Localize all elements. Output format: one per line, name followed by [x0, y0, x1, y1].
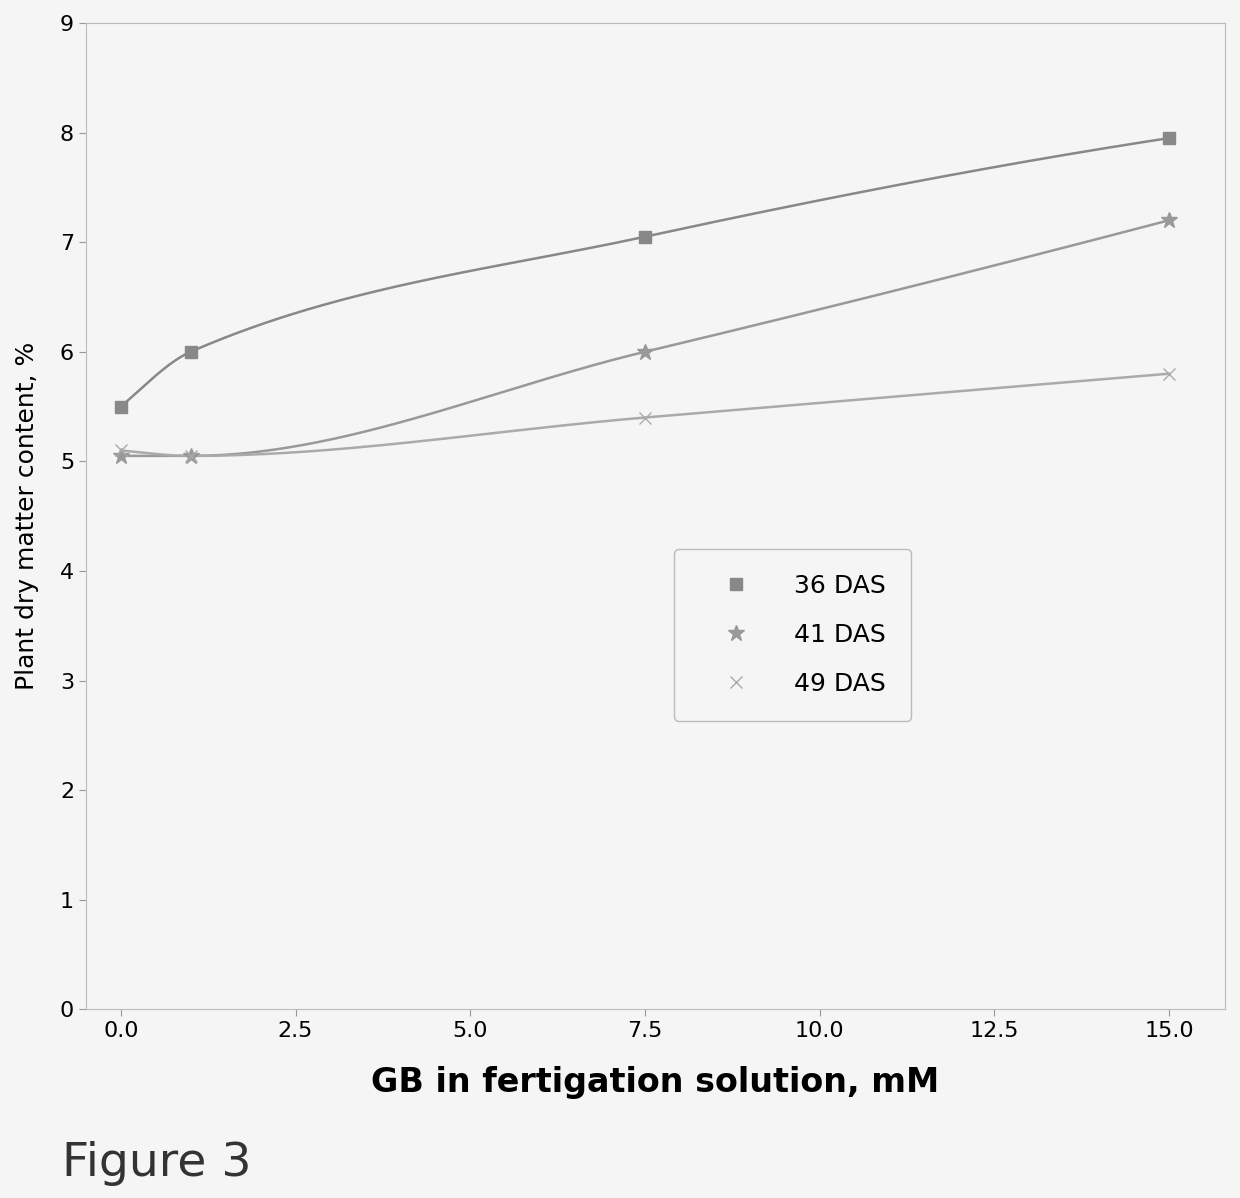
X-axis label: GB in fertigation solution, mM: GB in fertigation solution, mM [371, 1066, 940, 1099]
36 DAS [637, 230, 652, 244]
41 DAS [1162, 213, 1177, 228]
Y-axis label: Plant dry matter content, %: Plant dry matter content, % [15, 343, 38, 690]
49 DAS [1162, 367, 1177, 381]
41 DAS [184, 449, 198, 464]
Line: 49 DAS: 49 DAS [114, 368, 1176, 462]
36 DAS [184, 345, 198, 359]
Line: 36 DAS: 36 DAS [114, 132, 1176, 413]
Text: Figure 3: Figure 3 [62, 1140, 252, 1186]
49 DAS [113, 443, 128, 458]
41 DAS [637, 345, 652, 359]
Legend: 36 DAS, 41 DAS, 49 DAS: 36 DAS, 41 DAS, 49 DAS [673, 549, 910, 720]
36 DAS [113, 399, 128, 413]
49 DAS [184, 449, 198, 464]
36 DAS [1162, 131, 1177, 145]
49 DAS [637, 411, 652, 425]
Line: 41 DAS: 41 DAS [113, 212, 1178, 464]
41 DAS [113, 449, 128, 464]
